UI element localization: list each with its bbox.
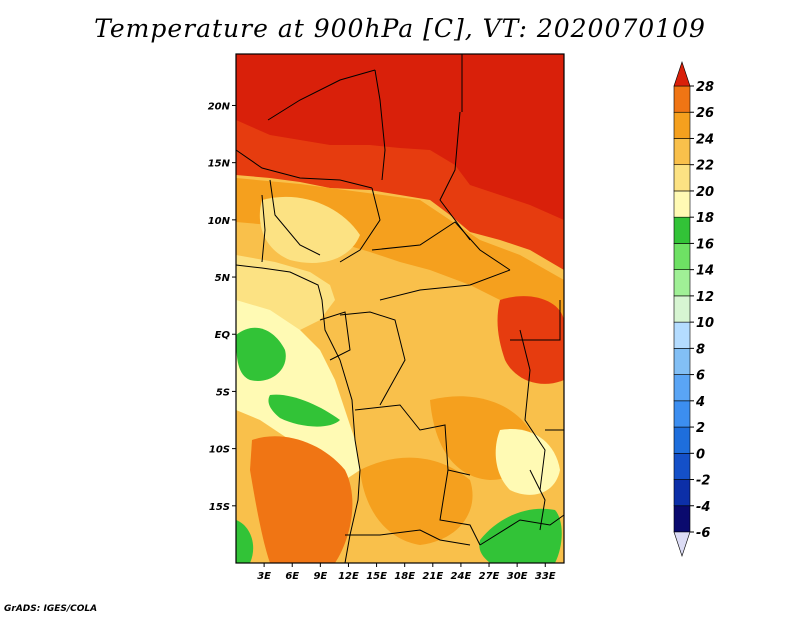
border-benin bbox=[261, 194, 266, 263]
lon-tick-label: 21E bbox=[422, 571, 443, 582]
colorbar-box bbox=[673, 479, 691, 507]
border-chad-sudan bbox=[439, 111, 471, 241]
lon-tick-label: 9E bbox=[313, 571, 327, 582]
colorbar-label: 14 bbox=[696, 264, 714, 279]
colorbar-top-arrow bbox=[673, 61, 691, 87]
colorbar-label: 24 bbox=[696, 132, 714, 147]
field-south-orange bbox=[360, 457, 473, 545]
field-angola bbox=[250, 436, 353, 563]
colorbar-label: 0 bbox=[696, 447, 705, 462]
border-car bbox=[371, 221, 511, 271]
colorbar-box bbox=[673, 85, 691, 113]
colorbar-box bbox=[673, 295, 691, 323]
temperature-field bbox=[236, 54, 564, 563]
colorbar-box bbox=[673, 321, 691, 349]
colorbar-label: -4 bbox=[696, 500, 710, 515]
colorbar-label: 10 bbox=[696, 316, 714, 331]
lat-tick-label: 10S bbox=[209, 445, 230, 456]
colorbar-box bbox=[673, 138, 691, 166]
colorbar-box bbox=[673, 374, 691, 402]
lon-tick-label: 6E bbox=[285, 571, 299, 582]
border-mali-niger bbox=[235, 149, 373, 189]
coast-gulf-of-guinea bbox=[235, 264, 361, 564]
colorbar-label: 4 bbox=[695, 395, 705, 410]
border-uganda bbox=[510, 300, 561, 341]
lon-tick-label: 3E bbox=[257, 571, 271, 582]
lon-tick-label: 27E bbox=[479, 571, 500, 582]
colorbar-box bbox=[673, 269, 691, 297]
border-niger-libya bbox=[374, 69, 386, 181]
lat-tick-label: 5S bbox=[216, 387, 230, 398]
colorbar-label: 12 bbox=[696, 290, 714, 305]
lat-tick-label: 10N bbox=[208, 216, 231, 227]
country-borders bbox=[235, 54, 565, 564]
colorbar-label: 8 bbox=[696, 342, 705, 357]
colorbar-bottom-arrow bbox=[673, 531, 691, 557]
colorbar-label: 16 bbox=[696, 237, 714, 252]
border-lakes bbox=[519, 329, 546, 491]
colorbar-box bbox=[673, 400, 691, 428]
lat-tick-label: 20N bbox=[208, 101, 231, 112]
field-atlantic-green-1 bbox=[236, 327, 286, 381]
colorbar-box bbox=[673, 111, 691, 139]
colorbar-box bbox=[673, 426, 691, 454]
colorbar-box bbox=[673, 452, 691, 480]
lon-tick-label: 30E bbox=[507, 571, 528, 582]
border-drc-north bbox=[379, 269, 511, 301]
border-malawi bbox=[529, 469, 546, 531]
colorbar-box bbox=[673, 216, 691, 244]
colorbar-label: 28 bbox=[696, 80, 714, 95]
lon-tick-label: 15E bbox=[366, 571, 387, 582]
colorbar-box bbox=[673, 348, 691, 375]
map-title: Temperature at 900hPa [C], VT: 202007010… bbox=[94, 14, 706, 43]
colorbar-label: -2 bbox=[696, 474, 710, 489]
border-drc-angola bbox=[354, 404, 471, 476]
colorbar-label: -6 bbox=[696, 526, 710, 541]
colorbar-label: 2 bbox=[696, 421, 705, 436]
field-nigeria-light bbox=[259, 196, 360, 263]
border-gabon bbox=[319, 311, 351, 361]
border-angola-zambia bbox=[439, 469, 481, 546]
border-nigeria bbox=[269, 179, 321, 256]
lat-tick-label: 15S bbox=[209, 502, 230, 513]
border-namibia bbox=[345, 529, 471, 546]
lon-tick-label: 33E bbox=[535, 571, 556, 582]
lat-tick-label: 15N bbox=[208, 159, 231, 170]
border-zambia-moz bbox=[479, 514, 565, 546]
colorbar-box bbox=[673, 243, 691, 270]
border-algeria-niger bbox=[267, 69, 376, 121]
lon-tick-label: 12E bbox=[338, 571, 359, 582]
grads-credit: GrADS: IGES/COLA bbox=[4, 604, 98, 614]
lon-tick-label: 18E bbox=[394, 571, 415, 582]
colorbar-label: 20 bbox=[696, 185, 714, 200]
colorbar-label: 18 bbox=[696, 211, 714, 226]
field-southeast-light bbox=[495, 429, 560, 495]
field-atlantic-green-3 bbox=[236, 520, 254, 563]
colorbar-box bbox=[673, 190, 691, 218]
map-frame bbox=[235, 53, 565, 564]
colorbar-label: 26 bbox=[696, 106, 714, 121]
colorbar-label: 6 bbox=[696, 369, 705, 384]
border-chad-cameroon bbox=[339, 187, 381, 263]
colorbar-box bbox=[673, 505, 691, 533]
border-congo-drc bbox=[339, 311, 406, 406]
colorbar-label: 22 bbox=[696, 159, 714, 174]
lon-tick-label: 24E bbox=[451, 571, 472, 582]
field-atlantic-green-2 bbox=[268, 394, 340, 427]
lat-tick-label: EQ bbox=[215, 330, 231, 341]
field-sahara bbox=[236, 54, 564, 220]
lat-tick-label: 5N bbox=[215, 273, 231, 284]
colorbar-box bbox=[673, 164, 691, 192]
axis-ticks: 20N 15N 10N 5N EQ 5S 10S 15S 3E 6E 9E 12E 15E 18E 21E 2… bbox=[208, 101, 556, 582]
